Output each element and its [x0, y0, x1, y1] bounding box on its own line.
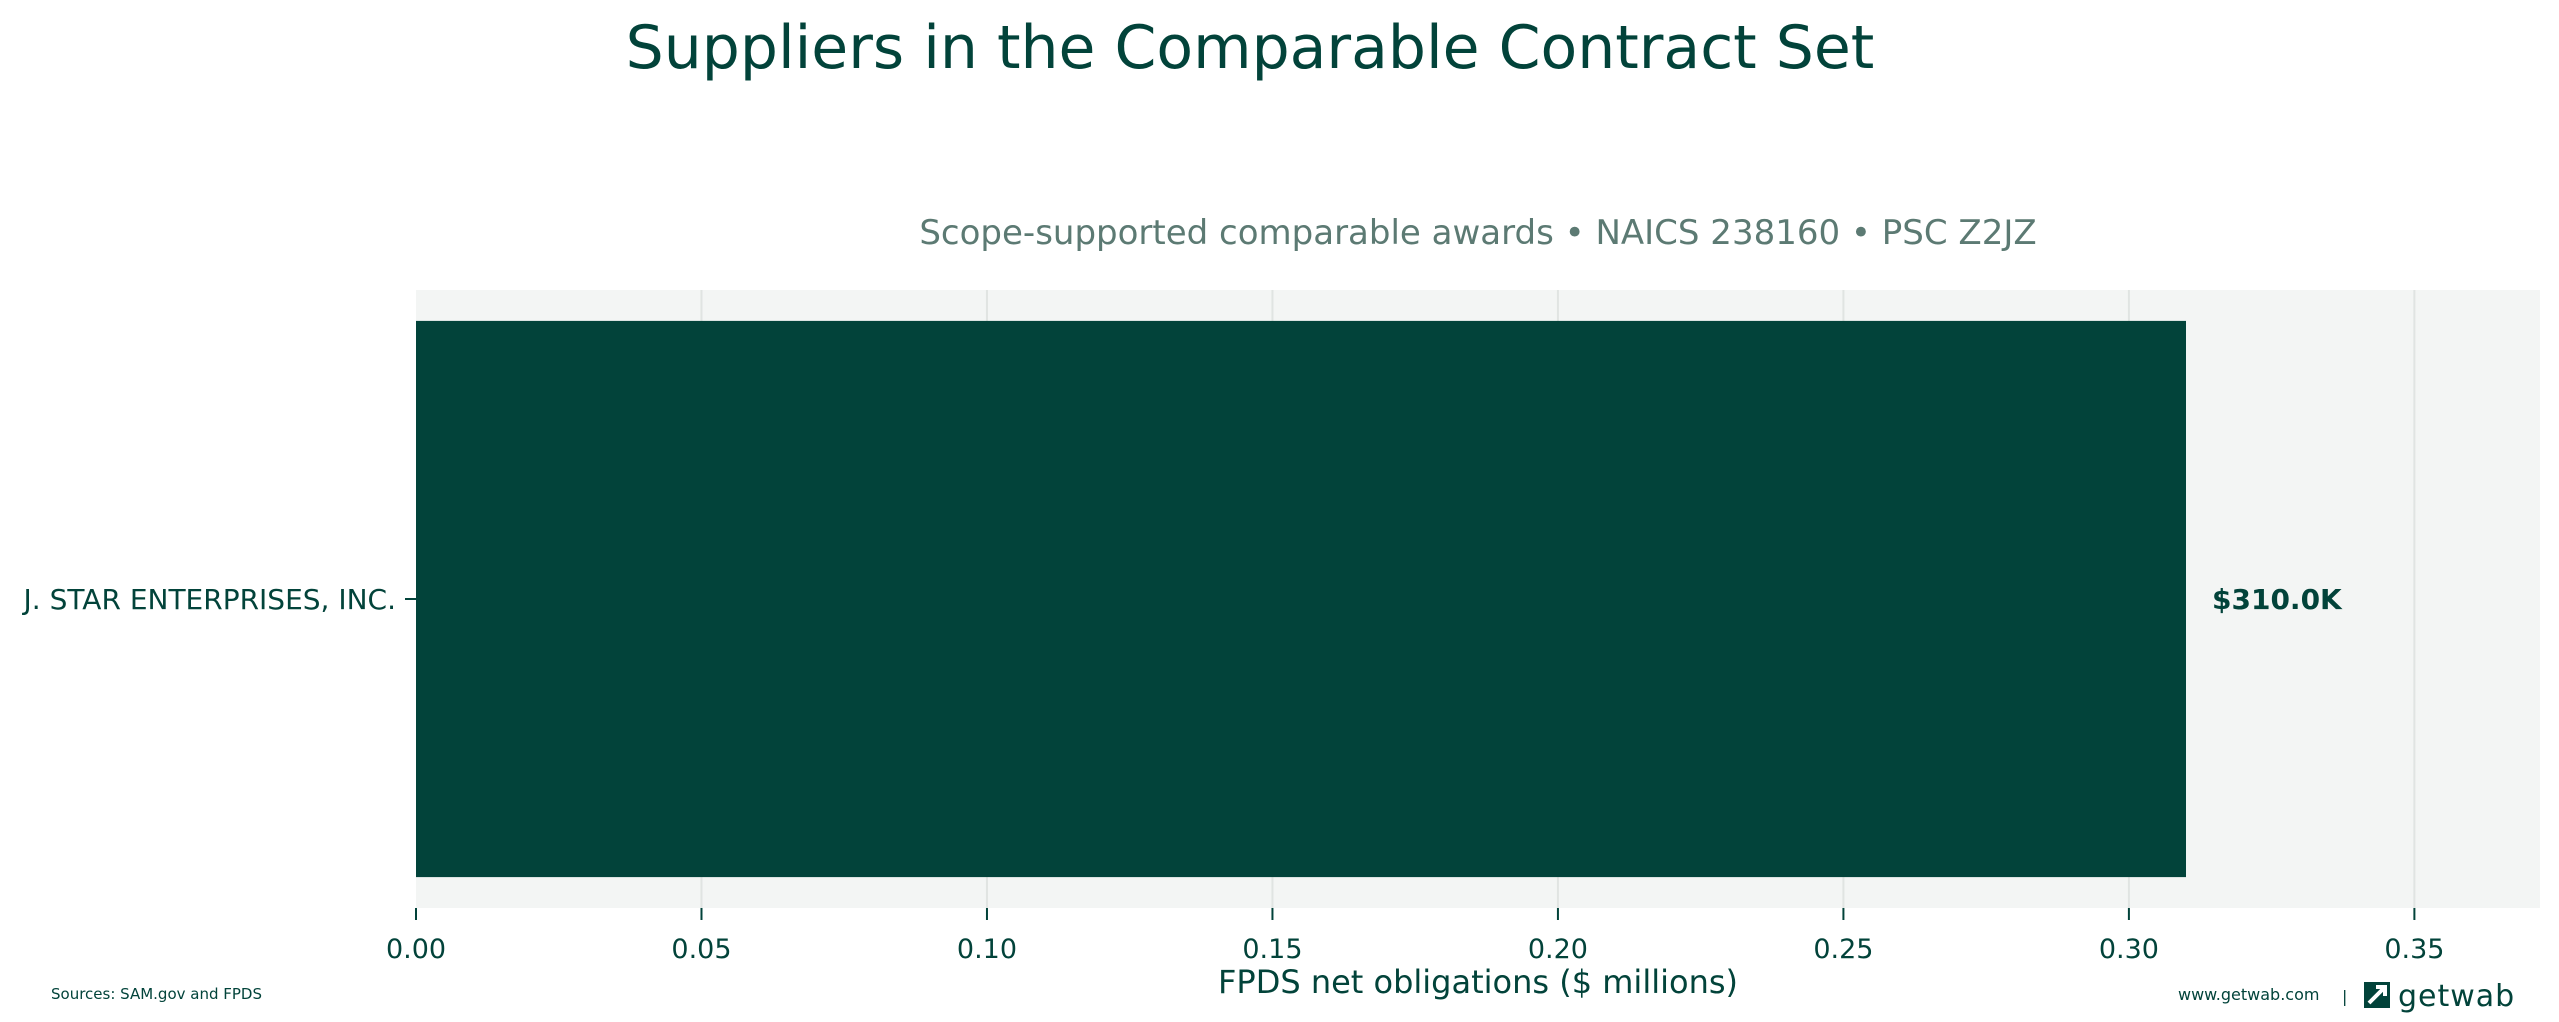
x-tick-label: 0.00	[386, 934, 446, 965]
footer-brand: www.getwab.com | getwab	[2178, 979, 2515, 1014]
x-tick-label: 0.35	[2384, 934, 2444, 965]
x-axis: 0.00 0.05 0.10 0.15 0.20 0.25 0.30 0.35	[386, 908, 2444, 965]
bars: $310.0K	[416, 320, 2343, 878]
x-tick-label: 0.10	[957, 934, 1017, 965]
x-tick-label: 0.05	[671, 934, 731, 965]
footer-separator: |	[2342, 987, 2347, 1006]
website-link: www.getwab.com	[2178, 985, 2319, 1004]
x-axis-label: FPDS net obligations ($ millions)	[1218, 963, 1738, 1001]
bar	[416, 320, 2186, 878]
data-label: $310.0K	[2212, 583, 2343, 616]
getwab-logo-icon	[2364, 982, 2390, 1008]
brand-name: getwab	[2398, 979, 2515, 1014]
y-axis: J. STAR ENTERPRISES, INC.	[22, 583, 416, 616]
x-tick-label: 0.30	[2099, 934, 2159, 965]
category-label: J. STAR ENTERPRISES, INC.	[22, 583, 396, 616]
chart-title: Suppliers in the Comparable Contract Set	[626, 13, 1875, 83]
x-tick-label: 0.15	[1242, 934, 1302, 965]
x-tick-label: 0.20	[1528, 934, 1588, 965]
x-tick-label: 0.25	[1813, 934, 1873, 965]
sources-note: Sources: SAM.gov and FPDS	[51, 985, 262, 1003]
chart-subtitle: Scope-supported comparable awards • NAIC…	[919, 213, 2036, 253]
